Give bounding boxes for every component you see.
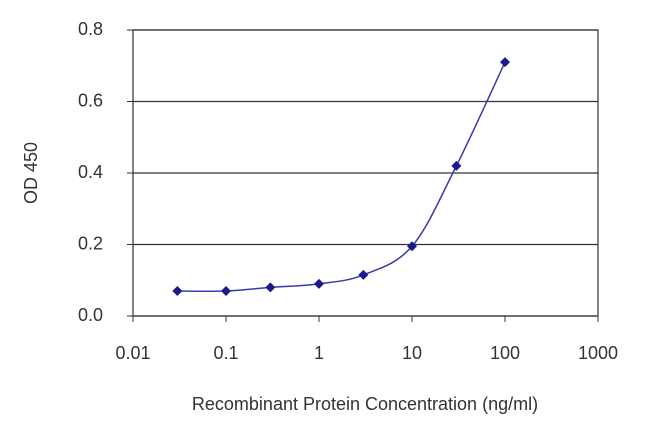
data-point (221, 285, 231, 296)
data-point (500, 57, 510, 68)
x-tick-label: 100 (490, 343, 520, 363)
data-point (451, 160, 462, 171)
series-line (177, 61, 506, 292)
data-point (407, 241, 417, 252)
y-tick-label: 0.4 (78, 162, 103, 182)
data-point (265, 282, 276, 293)
y-axis-label: OD 450 (21, 142, 41, 204)
data-point (172, 285, 183, 296)
data-point (358, 269, 369, 280)
x-tick-label: 0.01 (115, 343, 150, 363)
data-point (314, 278, 324, 289)
y-tick-label: 0.6 (78, 90, 103, 110)
y-tick-label: 0.8 (78, 19, 103, 39)
y-tick-label: 0.2 (78, 233, 103, 253)
x-tick-label: 10 (402, 343, 422, 363)
y-tick-label: 0.0 (78, 305, 103, 325)
x-tick-label: 1 (314, 343, 324, 363)
x-axis-label: Recombinant Protein Concentration (ng/ml… (192, 394, 538, 414)
x-tick-label: 1000 (578, 343, 618, 363)
x-tick-label: 0.1 (213, 343, 238, 363)
